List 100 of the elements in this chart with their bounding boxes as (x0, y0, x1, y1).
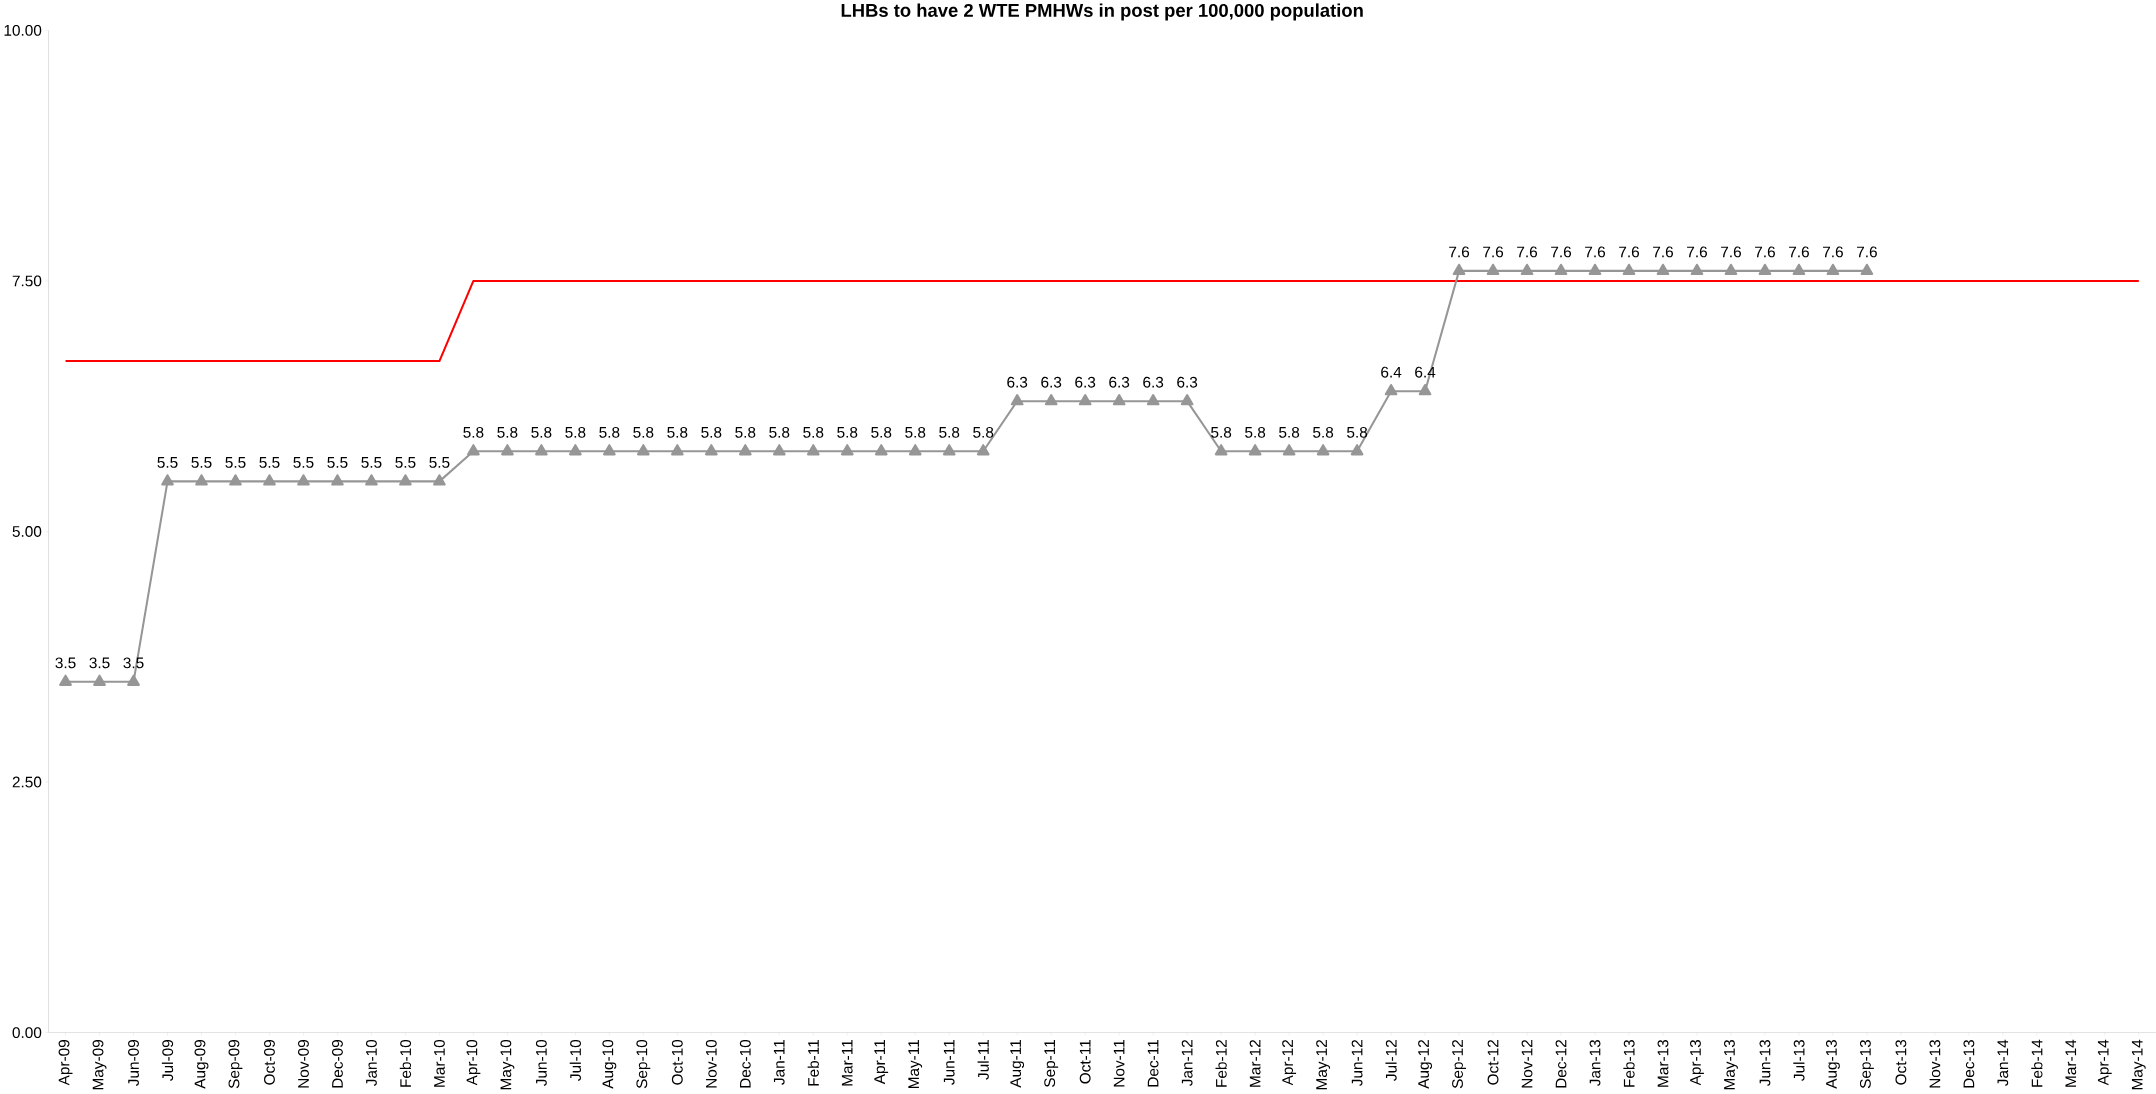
data-label: 6.3 (1177, 376, 1198, 388)
data-label: 7.6 (1653, 246, 1673, 258)
y-tick-label: 7.50 (12, 275, 42, 287)
point (1690, 263, 1704, 276)
data-label: 7.6 (1619, 246, 1639, 258)
x-tick-label: Apr-12 (1282, 1040, 1297, 1086)
x-tick-label: May-14 (2131, 1039, 2146, 1090)
y-tick-label: 2.50 (12, 776, 42, 788)
x-tick-label: Jan-11 (773, 1040, 785, 1085)
data-label: 5.8 (735, 426, 756, 438)
data-label: 7.6 (1755, 246, 1775, 258)
x-tick-label: Jan-10 (366, 1039, 377, 1087)
x-tick-label: Aug-10 (602, 1039, 617, 1089)
x-tick-label: Feb-14 (2031, 1039, 2043, 1087)
x-tick-label: Jun-13 (1759, 1040, 1771, 1087)
x-tick-label: Sep-13 (1859, 1040, 1874, 1089)
point (1520, 263, 1534, 276)
x-tick-label: Apr-10 (466, 1039, 481, 1086)
data-label: 5.8 (497, 426, 518, 438)
x-tick-label: Oct-10 (671, 1039, 683, 1085)
data-label: 5.8 (1279, 426, 1300, 438)
data-label: 6.3 (1109, 376, 1130, 388)
point (704, 444, 718, 456)
data-label: 5.5 (361, 457, 382, 468)
point (1588, 263, 1602, 276)
chart-title: LHBs to have 2 WTE PMHWs in post per 100,000 population (841, 3, 1363, 21)
x-tick-label: Dec-09 (332, 1040, 343, 1088)
point (1622, 263, 1636, 276)
x-tick-label: Aug-11 (1010, 1040, 1025, 1088)
x-tick-label: Feb-13 (1623, 1040, 1635, 1087)
data-label: 5.5 (395, 457, 416, 468)
point (161, 474, 174, 486)
x-tick-label: Jun-11 (943, 1040, 955, 1085)
point (433, 474, 446, 486)
x-tick-label: Dec-13 (1963, 1040, 1975, 1088)
point (1724, 263, 1738, 276)
point (1792, 263, 1806, 276)
x-tick-label: Oct-09 (264, 1040, 275, 1085)
x-tick-label: Jun-09 (128, 1040, 139, 1087)
x-tick-label: Oct-12 (1487, 1040, 1499, 1085)
point (1078, 394, 1092, 406)
data-label: 7.6 (1687, 246, 1707, 258)
point (772, 444, 786, 456)
x-tick-label: Jul-12 (1385, 1040, 1397, 1081)
x-tick-label: Nov-13 (1929, 1040, 1941, 1088)
data-label: 3.5 (55, 657, 76, 669)
x-tick-label: Jan-13 (1589, 1040, 1601, 1087)
data-label: 6.3 (1075, 376, 1096, 388)
point (501, 444, 514, 456)
x-tick-label: Sep-11 (1044, 1040, 1059, 1088)
point (1384, 384, 1398, 396)
x-tick-label: Oct-11 (1079, 1040, 1091, 1084)
point (976, 444, 990, 456)
data-label: 7.6 (1517, 246, 1538, 258)
point (59, 674, 72, 686)
data-label: 6.4 (1381, 366, 1402, 378)
data-label: 5.5 (429, 457, 450, 468)
data-label: 5.8 (1211, 426, 1232, 438)
point (1010, 394, 1024, 406)
data-label: 5.8 (463, 426, 484, 438)
data-label: 6.4 (1415, 366, 1436, 378)
point (331, 474, 344, 486)
x-tick-label: May-10 (500, 1039, 515, 1090)
point (1486, 263, 1500, 276)
point (942, 444, 956, 456)
x-tick-label: Apr-13 (1690, 1040, 1704, 1086)
point (365, 474, 378, 486)
x-tick-label: Nov-12 (1521, 1040, 1533, 1088)
point (1826, 263, 1840, 276)
data-label: 7.6 (1449, 246, 1470, 258)
point (1758, 263, 1772, 276)
point (1860, 263, 1874, 276)
data-label: 5.8 (905, 426, 926, 438)
data-label: 7.6 (1857, 246, 1877, 258)
data-label: 5.5 (191, 457, 212, 468)
point (1112, 394, 1126, 406)
point (535, 444, 548, 456)
data-label: 6.3 (1007, 376, 1028, 388)
data-label: 5.8 (871, 426, 892, 438)
point (569, 444, 582, 456)
data-label: 5.8 (633, 426, 654, 438)
x-tick-label: Mar-12 (1249, 1040, 1261, 1087)
point (127, 674, 140, 686)
point (1044, 394, 1058, 406)
x-tick-label: Jan-12 (1181, 1040, 1193, 1087)
point (1554, 263, 1568, 276)
x-tick-label: Mar-11 (841, 1040, 853, 1086)
data-label: 7.6 (1585, 246, 1606, 258)
x-tick-label: Mar-13 (1657, 1040, 1669, 1087)
x-tick-label: Feb-12 (1215, 1040, 1227, 1087)
x-tick-label: Aug-09 (194, 1040, 209, 1089)
x-tick-label: May-09 (92, 1040, 107, 1090)
x-tick-label: Mar-14 (2065, 1039, 2077, 1087)
data-label: 5.8 (701, 426, 722, 438)
x-tick-label: Jul-11 (977, 1040, 989, 1080)
x-tick-label: Feb-10 (399, 1039, 412, 1087)
data-label: 3.5 (89, 657, 110, 669)
data-label: 5.8 (1245, 426, 1266, 438)
x-tick-label: Jul-13 (1793, 1040, 1805, 1081)
point (738, 444, 752, 456)
